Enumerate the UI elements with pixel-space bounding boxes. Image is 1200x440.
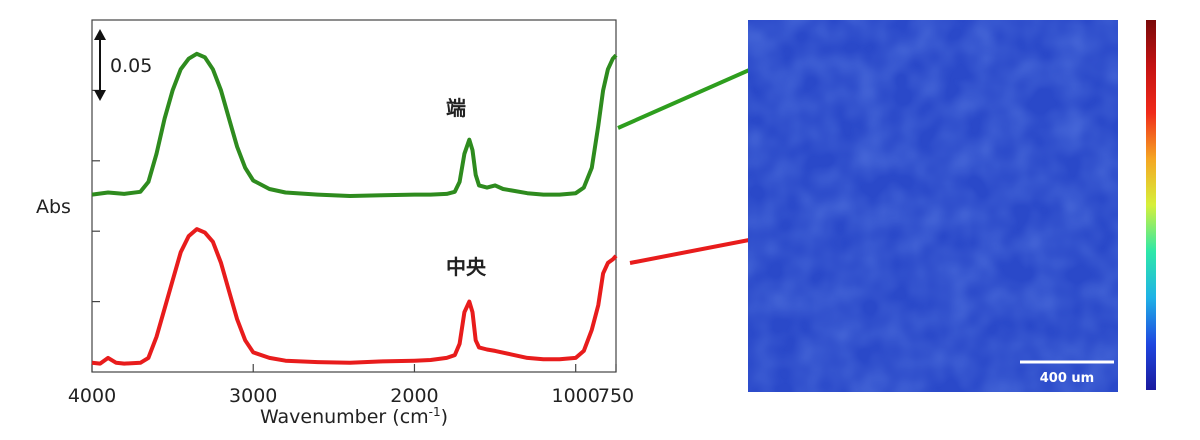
chemical-image-texture [748,20,1118,392]
x-tick-label-3000: 3000 [229,385,277,407]
x-tick-label-1000: 1000 [552,385,600,407]
edge-leader-line [617,58,773,130]
image-scale-bar-label: 400 um [1040,371,1094,386]
spectra-lines [91,51,618,366]
x-axis-title: Wavenumber (cm-1) [260,405,448,428]
center-series-label: 中央 [446,255,487,279]
edge-series-label: 端 [446,96,466,120]
x-tick-label-4000: 4000 [68,385,116,407]
scale-bar-label: 0.05 [110,55,152,77]
spectrum-line-center [91,227,618,366]
x-tick-label-2000: 2000 [390,385,438,407]
colorbar [1146,20,1156,390]
x-tick-label-750: 750 [598,385,634,407]
spectrum-line-edge [91,51,618,198]
y-axis-title: Abs [36,196,71,218]
x-axis-title-superscript: -1 [429,405,441,419]
absorbance-scale-bar [94,29,106,101]
